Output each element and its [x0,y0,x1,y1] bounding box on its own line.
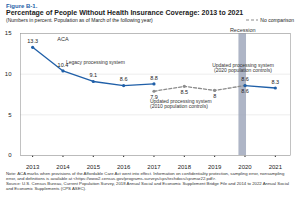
svg-text:Updated processing system(2020: Updated processing system(2020 populatio… [212,62,274,73]
svg-text:8: 8 [213,93,216,99]
svg-text:2021: 2021 [269,164,283,170]
svg-text:8.6: 8.6 [241,88,249,94]
svg-text:13.3: 13.3 [27,38,38,44]
svg-text:2014: 2014 [56,164,70,170]
svg-text:5: 5 [8,112,12,118]
svg-text:0: 0 [8,152,12,158]
html-text:(Numbers in percent. Populatio: (Numbers in percent. Population as of Ma… [6,17,153,23]
svg-text:8.8: 8.8 [150,75,158,81]
svg-text:2013: 2013 [26,164,40,170]
svg-text:2017: 2017 [147,164,161,170]
svg-text:8.6: 8.6 [120,76,128,82]
svg-text:2015: 2015 [87,164,101,170]
html-text:Source: U.S. Census Bureau, Cu: Source: U.S. Census Bureau, Current Popu… [6,181,289,191]
svg-text:9.1: 9.1 [89,72,97,78]
svg-text:Legacy processing system: Legacy processing system [66,59,125,65]
svg-text:2020: 2020 [238,164,252,170]
svg-text:15: 15 [5,30,12,36]
svg-text:Updated processing system(2010: Updated processing system(2010 populatio… [150,98,212,109]
svg-text:ACA: ACA [57,36,69,42]
svg-text:8.5: 8.5 [180,89,188,95]
svg-text:2019: 2019 [208,164,222,170]
svg-text:2016: 2016 [117,164,131,170]
svg-text:8.3: 8.3 [272,79,280,85]
svg-text:10.4: 10.4 [57,61,69,68]
svg-text:7.9: 7.9 [150,94,158,100]
html-text:Figure B-1.: Figure B-1. [6,3,38,9]
svg-text:Recession: Recession [230,27,256,33]
html-text:Percentage of People Without H: Percentage of People Without Health Insu… [6,9,244,16]
svg-text:8.6: 8.6 [241,76,249,82]
svg-text:2018: 2018 [178,164,192,170]
html-text:Note: ACA marks when provision: Note: ACA marks when provisions of the A… [6,171,285,181]
svg-text:10: 10 [5,71,12,77]
html-text:No comparison: No comparison [260,17,294,23]
